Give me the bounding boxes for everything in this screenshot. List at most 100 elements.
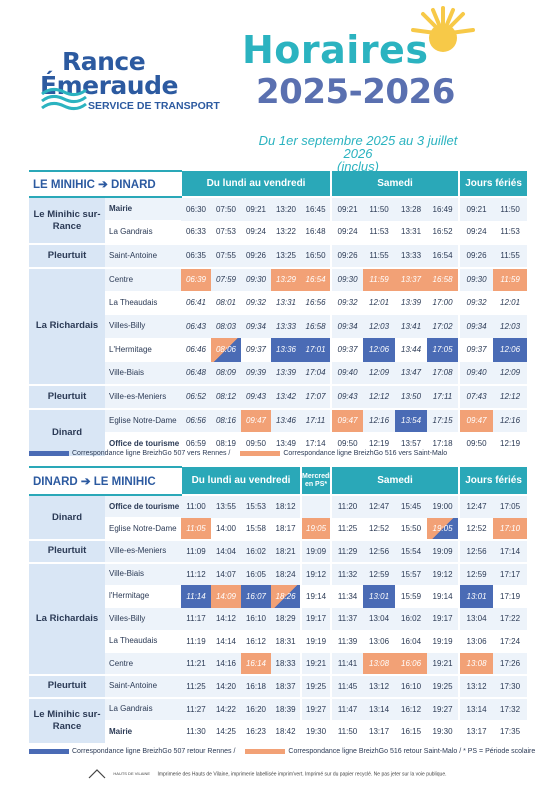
time-cell: 19:17 (300, 607, 332, 630)
time-cell: 17:08 (427, 361, 460, 385)
time-cell: 09:50 (330, 432, 364, 456)
time-cell: 19:14 (427, 585, 460, 608)
time-cell: 13:31 (395, 220, 428, 244)
time-cell: 14:00 (211, 517, 241, 540)
legend-2: Correspondance ligne BreizhGo 507 retour… (29, 748, 543, 755)
time-cell: 14:07 (211, 561, 241, 585)
time-cell: 17:11 (427, 384, 460, 409)
time-cell: 18:42 (271, 720, 302, 743)
time-cell: 07:53 (211, 220, 241, 244)
legend-item-507: Correspondance ligne BreizhGo 507 retour… (29, 748, 235, 755)
time-cell: 13:50 (395, 384, 428, 409)
group-saturday: Samedi (330, 171, 460, 197)
time-cell: 16:02 (395, 607, 428, 630)
time-cell: 09:50 (241, 432, 271, 456)
time-cell: 19:25 (427, 674, 460, 698)
time-cell: 12:12 (363, 384, 396, 409)
time-cell: 16:54 (301, 266, 332, 291)
table-row: La Richardais Ville-Biais 11:12 14:07 16:05 1… (29, 561, 528, 675)
time-cell: 19:30 (300, 720, 332, 743)
time-cell: 16:50 (301, 243, 332, 268)
time-cell: 09:47 (458, 407, 494, 432)
time-cell: 12:56 (458, 539, 494, 563)
stop-name: La Theaudais (105, 290, 181, 315)
time-cell: 13:47 (395, 361, 428, 385)
time-cell: 19:21 (427, 652, 460, 675)
stop-name: La Theaudais (105, 629, 181, 653)
time-cell: 06:59 (181, 432, 211, 456)
time-cell: 19:05 (427, 517, 460, 540)
brand-line-2: Émeraude (40, 71, 178, 100)
time-cell: 12:03 (363, 314, 396, 338)
time-cell: 12:09 (363, 361, 396, 385)
time-cell: 07:59 (211, 266, 241, 291)
table-row: La Theaudais 06:41 08:01 09:32 13:31 16:56 09:… (29, 290, 528, 315)
time-cell: 09:39 (241, 361, 271, 385)
town-cell: Pleurtuit (29, 539, 105, 563)
time-cell: 12:06 (363, 338, 396, 362)
time-cell: 15:58 (241, 517, 271, 540)
time-cell: 17:35 (493, 720, 528, 743)
time-cell: 09:26 (330, 243, 364, 268)
time-cell: 07:50 (211, 196, 241, 221)
time-cell: 06:39 (181, 266, 211, 291)
legend-item-516: Correspondance ligne BreizhGo 516 retour… (245, 748, 535, 755)
time-cell: 06:30 (181, 196, 211, 221)
time-cell: 16:10 (395, 674, 428, 698)
brand-logo: Rance Émeraude SERVICE DE TRANSPORT (40, 49, 230, 130)
table-row: Le Minihic sur-Rance La Gandrais 11:27 14:2… (29, 696, 528, 743)
time-cell: 16:12 (241, 630, 271, 653)
time-cell: 16:18 (241, 674, 271, 698)
time-cell: 17:11 (301, 407, 332, 432)
time-cell: 15:50 (395, 517, 428, 540)
time-cell: 13:22 (271, 220, 301, 244)
time-cell: 13:33 (395, 243, 428, 268)
time-cell: 16:54 (427, 243, 460, 268)
town-cell: Le Minihic sur-Rance (29, 196, 105, 244)
time-cell: 13:39 (271, 361, 301, 385)
route-title: DINARD ➔ LE MINIHIC (29, 466, 181, 496)
time-cell: 18:33 (271, 652, 302, 675)
stop-name: l'Hermitage (105, 584, 181, 608)
time-cell: 06:35 (181, 243, 211, 268)
time-cell: 14:16 (211, 652, 241, 675)
group-weekdays: Du lundi au vendredi (179, 171, 332, 197)
time-cell: 12:16 (493, 407, 528, 432)
table-row: Office de tourisme 06:59 08:19 09:50 13:49 17… (29, 431, 528, 456)
time-cell: 12:47 (363, 494, 396, 518)
time-cell: 19:09 (300, 539, 332, 563)
time-cell: 09:40 (330, 361, 364, 385)
time-cell: 13:12 (458, 674, 494, 698)
time-cell: 15:59 (395, 585, 428, 608)
time-cell: 14:09 (211, 585, 241, 608)
time-cell: 09:34 (330, 314, 364, 338)
time-cell: 09:30 (330, 266, 364, 291)
footer-logo-text: HAUTS DE VILAINE (113, 771, 151, 777)
time-cell: 17:17 (493, 561, 528, 585)
time-cell: 12:01 (363, 291, 396, 315)
time-cell: 08:06 (211, 338, 241, 362)
time-cell: 16:58 (301, 314, 332, 338)
stop-name: Eglise Notre-Dame (105, 517, 181, 540)
time-cell: 07:55 (211, 243, 241, 268)
time-cell: 06:52 (181, 384, 211, 409)
time-cell: 09:34 (241, 314, 271, 338)
time-cell: 18:12 (271, 494, 302, 518)
time-cell: 09:32 (458, 291, 494, 315)
table-row: Pleurtuit Ville-es-Meniers 11:09 14:04 16:02… (29, 539, 528, 563)
time-cell: 17:24 (493, 630, 528, 653)
table-row: Ville-Biais 06:48 08:09 09:39 13:39 17:04 09:4… (29, 361, 528, 385)
time-cell: 15:45 (395, 494, 428, 518)
stop-name: Centre (105, 652, 181, 675)
time-cell: 12:19 (363, 432, 396, 456)
time-cell: 17:07 (301, 384, 332, 409)
time-cell: 13:41 (395, 314, 428, 338)
town-cell: Le Minihic sur-Rance (29, 696, 105, 743)
printer-logo-icon (88, 769, 106, 779)
footer-text: Imprimerie des Hauts de Vilaine, imprime… (157, 771, 447, 778)
time-cell: 12:47 (458, 494, 494, 518)
time-cell: 06:46 (181, 338, 211, 362)
dates-line-1: Du 1er septembre 2025 au 3 juillet 2026 (258, 133, 458, 161)
time-cell: 13:44 (395, 338, 428, 362)
time-cell: 13:57 (395, 432, 428, 456)
